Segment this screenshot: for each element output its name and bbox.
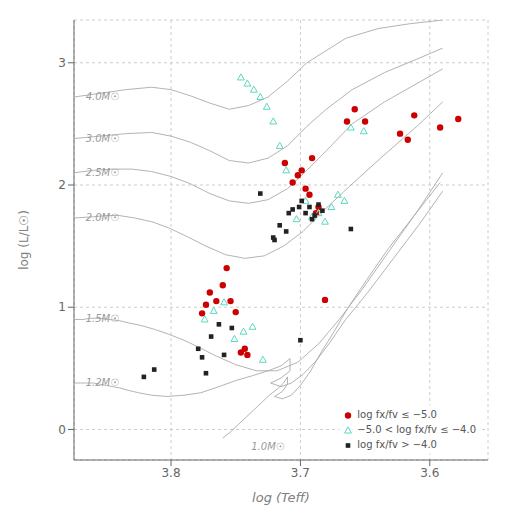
svg-text:4.0M☉: 4.0M☉: [86, 91, 120, 102]
svg-text:3.8: 3.8: [161, 466, 180, 480]
svg-text:1: 1: [58, 300, 66, 314]
svg-text:3: 3: [58, 56, 66, 70]
svg-text:1.5M☉: 1.5M☉: [86, 313, 120, 324]
svg-text:log (Teff): log (Teff): [252, 490, 310, 505]
svg-text:0: 0: [58, 423, 66, 437]
svg-text:3.6: 3.6: [420, 466, 439, 480]
svg-text:1.0M☉: 1.0M☉: [251, 441, 285, 452]
html-text:log fx/fv ≤ −5.0: log fx/fv ≤ −5.0: [357, 409, 437, 420]
html-text:−5.0 < log fx/fv ≤ −4.0: −5.0 < log fx/fv ≤ −4.0: [357, 424, 476, 435]
svg-text:log (L/L☉): log (L/L☉): [17, 210, 31, 270]
html-text:log fx/fv > −4.0: log fx/fv > −4.0: [357, 439, 437, 450]
svg-text:1.2M☉: 1.2M☉: [86, 377, 120, 388]
svg-text:3.7: 3.7: [291, 466, 310, 480]
svg-text:2.5M☉: 2.5M☉: [86, 167, 120, 178]
svg-text:2: 2: [58, 178, 66, 192]
svg-text:3.0M☉: 3.0M☉: [86, 133, 120, 144]
svg-text:2.0M☉: 2.0M☉: [86, 212, 120, 223]
